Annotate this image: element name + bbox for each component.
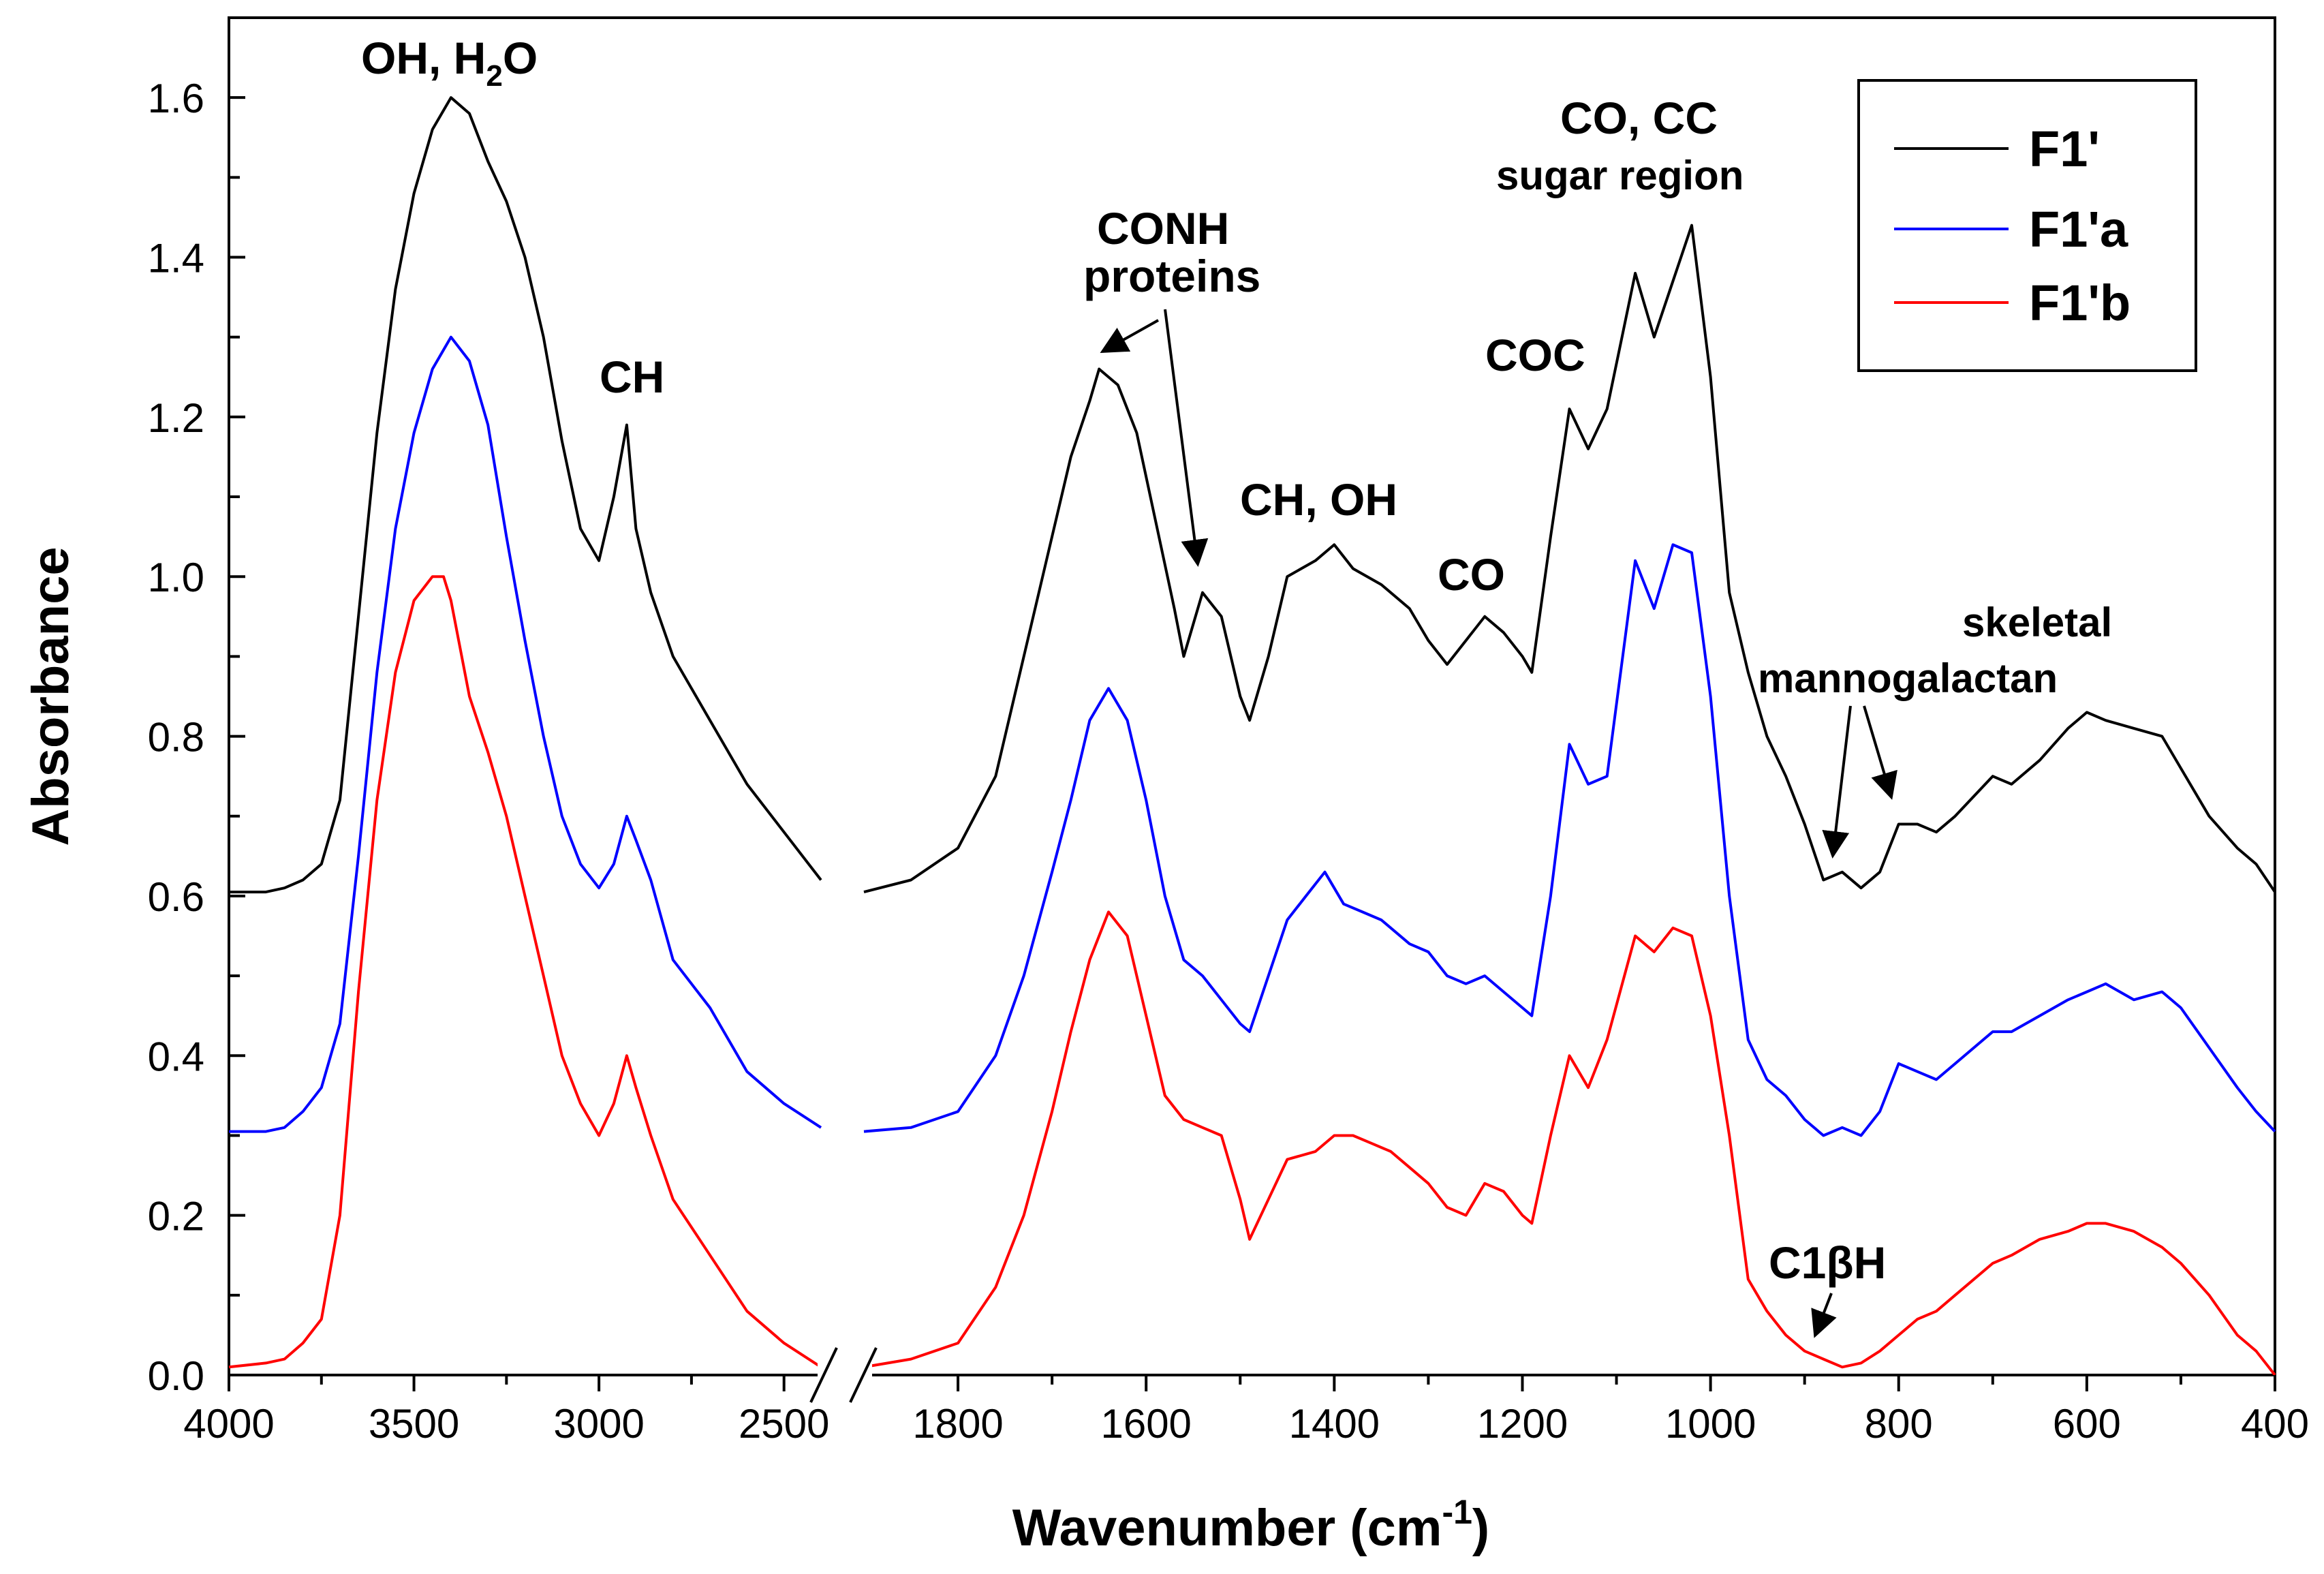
arrow-c1bh — [1811, 1293, 1837, 1338]
legend-label-f1a: F1'a — [2029, 201, 2128, 258]
x-axis-title: Wavenumber (cm-1) — [1012, 1493, 1489, 1557]
plot-area-frame — [228, 16, 2276, 1376]
annotation-co: CO — [1438, 549, 1505, 600]
y-tick-label: 0.8 — [148, 715, 204, 760]
x-tick-label: 1400 — [1289, 1401, 1380, 1447]
annotation-mannogalactan: mannogalactan — [1758, 655, 2058, 701]
series-line-3-part-2 — [863, 910, 2276, 1376]
x-tick-label: 2500 — [739, 1401, 829, 1447]
axis-ticks: 0.0 0.2 0.4 0.6 0.8 1.0 1.2 1.4 1.6 4000 3500 3000 2… — [148, 16, 2309, 1447]
axis-break-slash-left — [809, 1347, 838, 1403]
y-tick-label: 1.4 — [148, 236, 204, 281]
annotation-ch: CH — [600, 352, 664, 402]
y-tick-label: 0.6 — [148, 874, 204, 920]
annotation-proteins: proteins — [1083, 251, 1260, 301]
series-line-1-part-2 — [863, 223, 2276, 894]
x-tick-label: 800 — [1865, 1401, 1933, 1447]
legend-label-f1b: F1'b — [2029, 275, 2131, 331]
annotation-sugar-region: sugar region — [1496, 153, 1744, 198]
series-group — [228, 96, 2276, 1376]
x-tick-label: 4000 — [183, 1401, 274, 1447]
y-tick-label: 1.6 — [148, 76, 204, 121]
legend: F1' F1'a F1'b — [1857, 79, 2197, 372]
x-tick-label: 1000 — [1665, 1401, 1756, 1447]
annotation-co-cc: CO, CC — [1560, 93, 1718, 143]
annotation-oh-h2o: OH, H2O — [361, 33, 538, 93]
annotations: OH, H2O CH CONH proteins CH, OH CO COC C… — [361, 33, 2112, 1338]
x-tick-label: 600 — [2053, 1401, 2121, 1447]
y-tick-label: 0.0 — [148, 1353, 204, 1399]
x-tick-label: 1200 — [1477, 1401, 1568, 1447]
annotation-ch-oh: CH, OH — [1240, 474, 1397, 525]
x-axis-title-tail: ) — [1472, 1499, 1489, 1557]
annotation-oh-main: OH, H — [361, 33, 486, 83]
arrow-conh-peak — [1100, 319, 1159, 353]
x-tick-label: 3500 — [369, 1401, 459, 1447]
annotation-conh: CONH — [1097, 203, 1229, 253]
legend-label-f1: F1' — [2029, 121, 2100, 177]
y-tick-label: 0.2 — [148, 1194, 204, 1239]
y-tick-label: 0.4 — [148, 1034, 204, 1079]
x-axis-title-main: Wavenumber (cm — [1012, 1499, 1442, 1557]
y-tick-label: 1.2 — [148, 395, 204, 441]
annotation-coc: COC — [1485, 330, 1585, 380]
x-axis-title-sup: -1 — [1442, 1493, 1472, 1531]
x-tick-label: 3000 — [553, 1401, 644, 1447]
annotation-skeletal: skeletal — [1962, 600, 2112, 645]
x-tick-label: 400 — [2241, 1401, 2309, 1447]
axis-break-marks — [809, 1347, 878, 1403]
series-line-2-part-1 — [229, 335, 822, 1133]
x-tick-label: 1600 — [1100, 1401, 1191, 1447]
arrow-manno-right — [1863, 705, 1897, 800]
axis-break-slash-right — [849, 1347, 878, 1403]
y-tick-label: 1.0 — [148, 555, 204, 600]
series-line-2-part-2 — [863, 543, 2276, 1137]
series-line-1-part-1 — [229, 96, 822, 894]
annotation-c1bh: C1βH — [1769, 1237, 1886, 1288]
arrow-proteins — [1164, 309, 1209, 567]
legend-box — [1857, 79, 2197, 372]
annotation-oh-sub: 2 — [486, 59, 502, 93]
arrow-manno-left — [1822, 705, 1852, 859]
annotation-oh-tail: O — [503, 33, 538, 83]
y-axis-title: Absorbance — [22, 546, 80, 846]
x-tick-label: 1800 — [912, 1401, 1003, 1447]
series-line-3-part-1 — [228, 575, 822, 1369]
